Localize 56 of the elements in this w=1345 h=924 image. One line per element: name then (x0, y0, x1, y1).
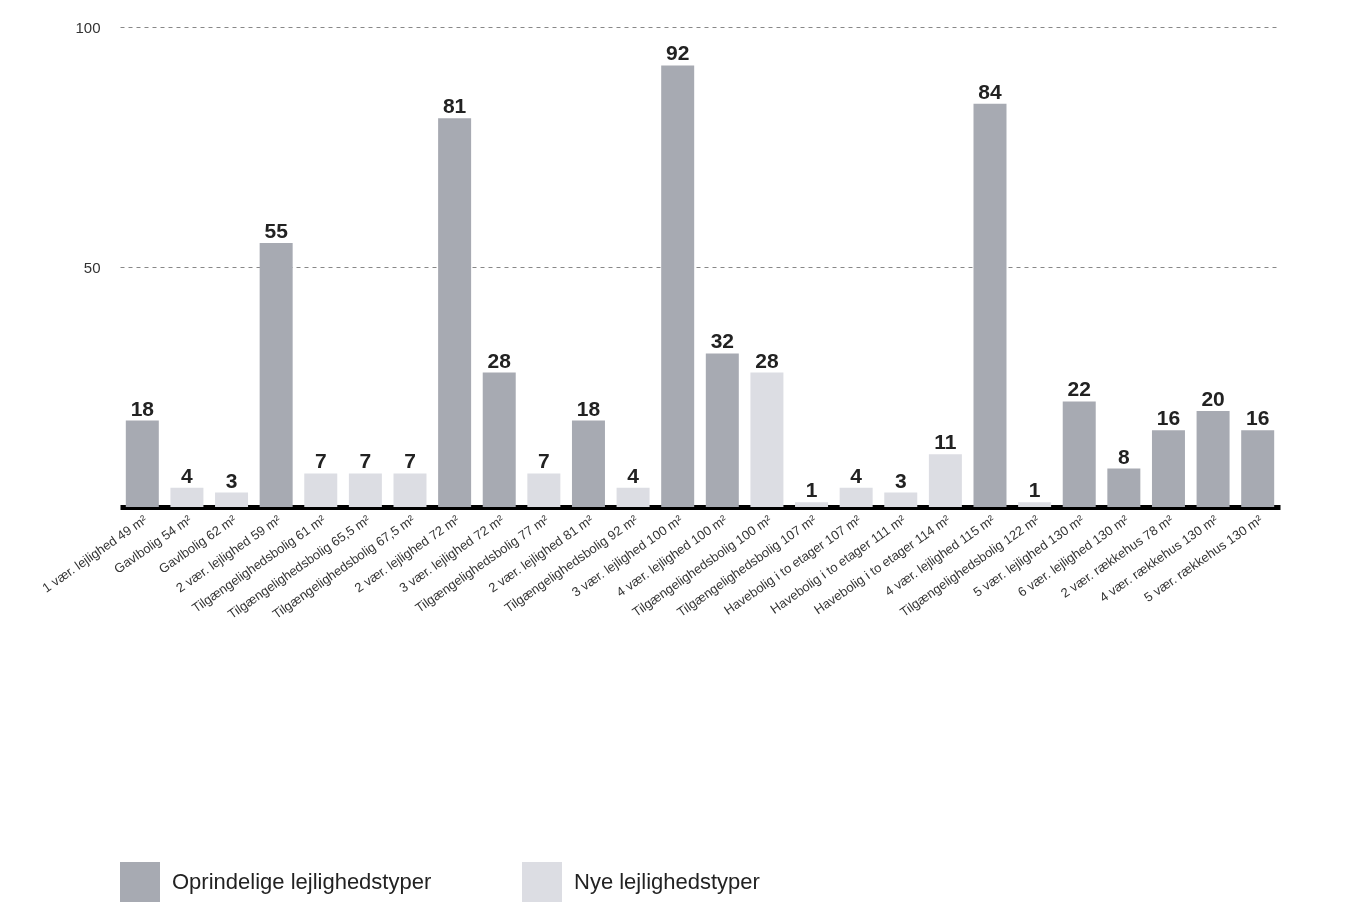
data-label: 3 (894, 468, 907, 492)
bar (705, 353, 739, 507)
bar (750, 372, 784, 507)
data-label: 4 (627, 463, 640, 487)
data-label: 7 (359, 449, 372, 473)
bar (527, 473, 561, 507)
bar (1196, 411, 1230, 507)
bar (259, 243, 293, 507)
data-label: 1 (1028, 478, 1041, 502)
data-label: 20 (1201, 387, 1225, 410)
data-label: 32 (710, 329, 734, 353)
data-label: 55 (264, 219, 289, 242)
bar (393, 473, 427, 507)
bar (571, 420, 605, 507)
data-label: 18 (130, 396, 155, 420)
data-label: 7 (538, 449, 550, 473)
data-label: 18 (576, 396, 601, 420)
bar (928, 454, 962, 507)
y-tick-label: 100 (75, 18, 101, 36)
bar (661, 65, 695, 507)
data-label: 81 (442, 94, 467, 118)
bar (884, 492, 918, 507)
data-label: 92 (666, 41, 690, 65)
bar (125, 420, 159, 507)
data-label: 84 (978, 79, 1002, 103)
bar (1062, 401, 1096, 507)
data-label: 16 (1246, 406, 1270, 430)
data-label: 8 (1118, 444, 1130, 468)
bar (304, 473, 338, 507)
data-label: 7 (404, 449, 416, 473)
bar (795, 502, 829, 507)
legend-label: Nye lejlighedstyper (574, 869, 760, 894)
bar (348, 473, 382, 507)
data-label: 4 (850, 463, 863, 487)
data-label: 28 (487, 348, 512, 372)
data-label: 22 (1067, 377, 1091, 401)
legend-label: Oprindelige lejlighedstyper (172, 869, 432, 894)
data-label: 16 (1156, 406, 1181, 430)
bar (438, 118, 472, 507)
data-label: 7 (314, 449, 327, 473)
bar (973, 103, 1007, 507)
data-label: 4 (181, 463, 194, 487)
data-label: 1 (805, 478, 818, 502)
bar (1151, 430, 1185, 507)
data-label: 11 (934, 430, 957, 454)
bar (1241, 430, 1275, 507)
bar (170, 487, 204, 507)
data-label: 28 (755, 348, 779, 372)
bar (1107, 468, 1141, 507)
y-tick-label: 50 (83, 258, 101, 276)
bar (215, 492, 249, 507)
bar (616, 487, 650, 507)
data-label: 3 (225, 468, 238, 492)
bar (839, 487, 873, 507)
bar (1018, 502, 1052, 507)
bar (482, 372, 516, 507)
